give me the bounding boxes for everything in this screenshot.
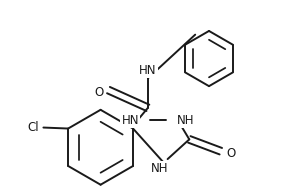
Text: O: O [226, 147, 235, 160]
Text: HN: HN [139, 64, 157, 77]
Text: NH: NH [176, 114, 194, 127]
Text: HN: HN [121, 114, 139, 127]
Text: O: O [94, 85, 103, 99]
Text: Cl: Cl [28, 121, 39, 134]
Text: NH: NH [151, 163, 169, 175]
